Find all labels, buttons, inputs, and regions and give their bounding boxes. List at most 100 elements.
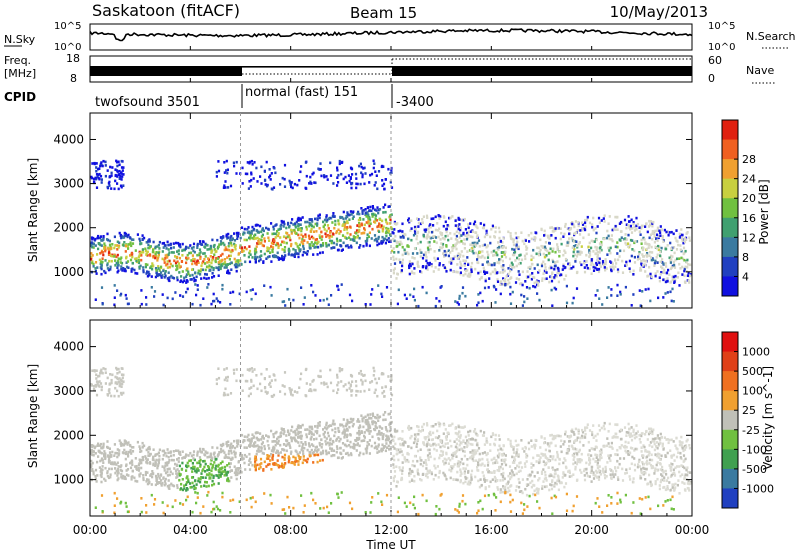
data-cell bbox=[376, 187, 379, 191]
data-cell bbox=[650, 245, 653, 249]
data-cell bbox=[600, 448, 603, 452]
data-cell bbox=[596, 461, 599, 465]
data-cell bbox=[686, 473, 689, 477]
data-cell bbox=[176, 267, 179, 271]
data-cell bbox=[605, 236, 609, 240]
data-cell bbox=[114, 244, 117, 247]
data-cell bbox=[368, 231, 371, 235]
data-cell bbox=[653, 232, 656, 236]
data-cell bbox=[237, 231, 240, 235]
data-cell bbox=[616, 245, 619, 249]
data-cell bbox=[516, 256, 519, 260]
data-cell bbox=[301, 237, 304, 241]
data-cell bbox=[160, 265, 163, 269]
data-cell bbox=[499, 479, 502, 482]
data-cell bbox=[290, 181, 293, 184]
data-cell bbox=[185, 246, 188, 249]
data-cell bbox=[426, 441, 429, 444]
data-cell bbox=[385, 234, 388, 238]
data-cell bbox=[337, 228, 340, 232]
data-cell bbox=[572, 296, 575, 300]
data-cell bbox=[496, 261, 499, 264]
data-cell bbox=[312, 253, 315, 256]
data-cell bbox=[206, 261, 209, 264]
data-cell bbox=[568, 237, 571, 240]
data-cell bbox=[598, 251, 601, 254]
data-cell bbox=[627, 233, 630, 237]
data-cell bbox=[422, 253, 426, 257]
data-cell bbox=[385, 226, 388, 230]
data-cell bbox=[417, 221, 420, 225]
data-cell bbox=[504, 246, 507, 250]
data-cell bbox=[172, 458, 175, 462]
data-cell bbox=[576, 436, 579, 440]
data-cell bbox=[152, 248, 155, 252]
colorbar-swatch bbox=[722, 178, 738, 199]
data-cell bbox=[295, 428, 298, 431]
data-cell bbox=[181, 270, 184, 273]
data-cell bbox=[256, 255, 259, 259]
data-cell bbox=[608, 215, 611, 218]
data-cell bbox=[152, 240, 155, 244]
data-cell bbox=[521, 478, 524, 481]
data-cell bbox=[486, 233, 489, 237]
data-cell bbox=[495, 271, 499, 275]
data-cell bbox=[476, 463, 480, 467]
data-cell bbox=[316, 222, 319, 225]
data-cell bbox=[374, 445, 378, 448]
data-cell bbox=[387, 412, 390, 416]
data-cell bbox=[659, 254, 662, 257]
data-cell bbox=[380, 165, 383, 169]
data-cell bbox=[450, 257, 453, 260]
data-cell bbox=[294, 431, 297, 435]
data-cell bbox=[323, 175, 326, 179]
data-cell bbox=[382, 227, 385, 231]
data-cell bbox=[123, 231, 126, 235]
data-cell bbox=[554, 444, 557, 448]
data-cell bbox=[586, 423, 589, 426]
data-cell bbox=[384, 449, 387, 453]
data-cell bbox=[291, 218, 294, 221]
data-cell bbox=[138, 267, 141, 270]
data-cell bbox=[296, 183, 299, 187]
data-cell bbox=[489, 443, 492, 446]
data-cell bbox=[399, 240, 402, 244]
data-cell bbox=[294, 249, 297, 252]
cpid-segment-2: normal (fast) 151 bbox=[245, 85, 358, 100]
data-cell bbox=[323, 174, 326, 177]
data-cell bbox=[260, 182, 263, 185]
data-cell bbox=[672, 246, 676, 249]
data-cell bbox=[642, 246, 645, 250]
data-cell bbox=[540, 470, 544, 474]
data-cell bbox=[648, 250, 652, 254]
data-cell bbox=[546, 234, 549, 238]
data-cell bbox=[366, 418, 369, 422]
data-cell bbox=[463, 446, 466, 449]
data-cell bbox=[141, 455, 145, 459]
data-cell bbox=[138, 462, 141, 465]
data-cell bbox=[240, 226, 244, 229]
data-cell bbox=[481, 263, 484, 266]
data-cell bbox=[436, 257, 439, 260]
data-cell bbox=[647, 287, 650, 291]
data-cell bbox=[473, 241, 476, 245]
data-cell bbox=[592, 436, 595, 439]
data-cell bbox=[446, 234, 449, 238]
data-cell bbox=[344, 175, 347, 179]
data-cell bbox=[596, 463, 599, 467]
data-cell bbox=[146, 263, 149, 267]
data-cell bbox=[524, 465, 527, 468]
data-cell bbox=[393, 475, 396, 478]
data-cell bbox=[378, 208, 382, 211]
data-cell bbox=[470, 247, 473, 250]
data-cell bbox=[534, 438, 537, 442]
data-cell bbox=[316, 460, 319, 464]
data-cell bbox=[642, 466, 645, 470]
data-cell bbox=[495, 459, 498, 462]
data-cell bbox=[527, 266, 530, 270]
data-cell bbox=[212, 256, 215, 259]
data-cell bbox=[640, 242, 643, 245]
data-cell bbox=[185, 281, 188, 284]
data-cell bbox=[142, 266, 145, 269]
data-cell bbox=[512, 243, 516, 247]
